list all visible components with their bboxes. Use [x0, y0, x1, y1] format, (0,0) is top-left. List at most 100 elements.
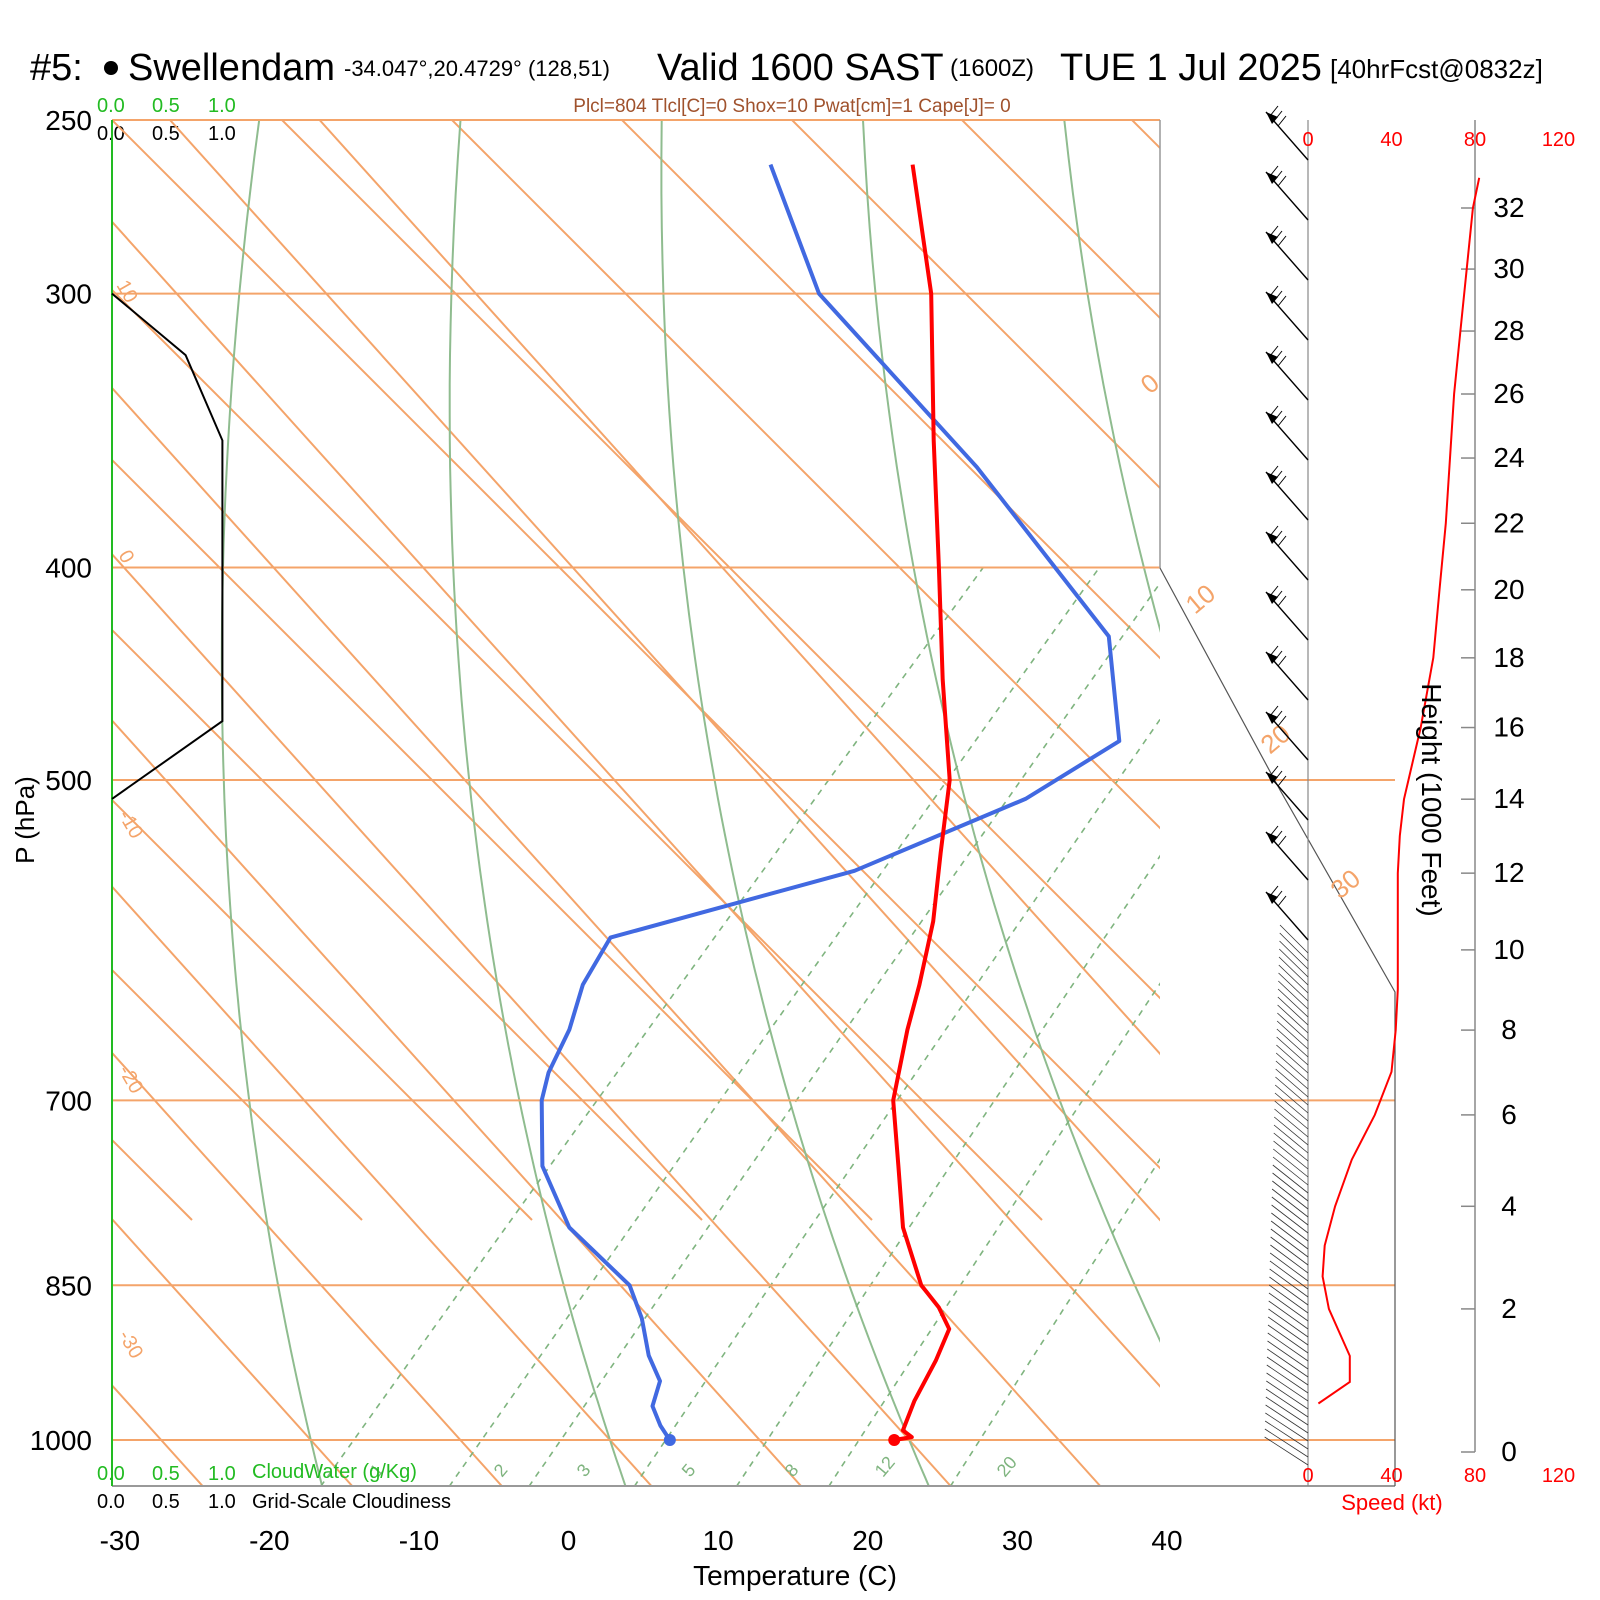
- wind-barb-low: [1264, 1420, 1309, 1450]
- cloudwater-scale-top-1: 0.5: [152, 95, 180, 117]
- wind-barb-feather: [1273, 770, 1283, 782]
- isotherm-label: -20: [114, 1062, 148, 1098]
- cloudwater-scale-bottom-0: 0.0: [97, 1463, 125, 1485]
- wind-barb-flag: [1266, 532, 1278, 544]
- height-tick-label: 26: [1493, 378, 1524, 409]
- pressure-tick-label: 300: [45, 279, 92, 310]
- wind-barb-feather: [1273, 290, 1283, 302]
- wind-barb-feather: [1269, 645, 1279, 657]
- cloudwater-scale-bottom-1: 0.5: [152, 1463, 180, 1485]
- height-tick-label: 32: [1493, 192, 1524, 223]
- wind-barb-low: [1271, 1204, 1309, 1234]
- wind-barb-feather: [1269, 465, 1279, 477]
- wind-barb: [1265, 225, 1309, 281]
- wind-barb-feather: [1269, 105, 1279, 117]
- wind-barb-flag: [1266, 712, 1278, 724]
- height-tick-label: 22: [1493, 507, 1524, 538]
- wind-barb-feather: [1269, 165, 1279, 177]
- height-tick-label: 28: [1493, 315, 1524, 346]
- wind-barb-feather: [1277, 235, 1287, 247]
- isotherm-line: [621, 120, 1160, 660]
- isotherm-line: [112, 552, 952, 1486]
- cloudwater-scale-top-0: 0.0: [97, 95, 125, 117]
- wind-barb-low: [1275, 1052, 1309, 1082]
- wind-barb-low: [1277, 1004, 1309, 1034]
- speed-tick-bottom: 40: [1380, 1465, 1402, 1487]
- wind-barb-feather: [1277, 115, 1287, 127]
- forecast-run: [40hrFcst@0832z]: [1330, 54, 1543, 84]
- wind-barb-flag: [1266, 112, 1278, 124]
- dry-adiabat-line: [220, 120, 324, 1486]
- cloudiness-scale-top-2: 1.0: [208, 123, 236, 145]
- wind-barb-low: [1278, 956, 1309, 986]
- x-tick-label: 10: [703, 1525, 734, 1556]
- wind-barb-feather: [1277, 475, 1287, 487]
- wind-barb-feather: [1269, 525, 1279, 537]
- cloudiness-line: [111, 292, 224, 800]
- wind-barb: [1265, 165, 1309, 221]
- isotherm-label: -10: [114, 807, 148, 843]
- height-tick-label: 30: [1493, 253, 1524, 284]
- wind-barb-flag: [1266, 232, 1278, 244]
- height-tick-label: 10: [1493, 934, 1524, 965]
- wind-barb-low: [1272, 1164, 1309, 1194]
- wind-barb-feather: [1269, 825, 1279, 837]
- wind-barb-low: [1267, 1324, 1309, 1354]
- speed-tick-top: 120: [1542, 129, 1575, 151]
- sounding-profiles: [539, 163, 1122, 1446]
- wind-barb-feather: [1273, 470, 1283, 482]
- pressure-tick-label: 500: [45, 765, 92, 796]
- wind-barb-low: [1271, 1196, 1309, 1226]
- dry-adiabat-line: [861, 120, 1160, 1343]
- height-axis-title: Height (1000 Feet): [1416, 683, 1447, 916]
- wind-barb-low: [1278, 972, 1309, 1002]
- wind-barb-low: [1276, 1020, 1309, 1050]
- cloudwater-scale-bottom-2: 1.0: [208, 1463, 236, 1485]
- mixing-ratio-line: [633, 718, 1160, 1486]
- wind-barb-low: [1271, 1212, 1309, 1242]
- isotherm-label: 0: [114, 547, 139, 568]
- wind-barb-flag: [1266, 172, 1278, 184]
- wind-barb-flag: [1266, 292, 1278, 304]
- wind-barb-low: [1269, 1268, 1309, 1298]
- temperature-surface-point: [888, 1434, 901, 1446]
- wind-barb-feather: [1273, 650, 1283, 662]
- wind-barb: [1265, 645, 1309, 701]
- wind-barb-low: [1268, 1284, 1309, 1314]
- wind-barb-low: [1277, 988, 1309, 1018]
- wind-barb-low: [1272, 1156, 1309, 1186]
- wind-barb-low: [1270, 1220, 1309, 1250]
- isotherm-line: [451, 120, 1160, 830]
- wind-barb-low: [1273, 1132, 1309, 1162]
- mixing-ratio-label: 3: [573, 1460, 595, 1481]
- mixing-ratio-lines: [320, 567, 1160, 1486]
- cloudwater-scale-top-2: 1.0: [208, 95, 236, 117]
- x-tick-label: -20: [249, 1525, 289, 1556]
- temperature-line: [891, 164, 952, 1442]
- wind-barb: [1265, 885, 1309, 941]
- dewpoint-surface-point: [663, 1434, 676, 1446]
- isotherm-line: [112, 220, 1160, 1388]
- wind-barb-feather: [1273, 410, 1283, 422]
- dry-adiabat-line: [448, 120, 627, 1486]
- wind-barb-feather: [1269, 585, 1279, 597]
- wind-barb-low: [1265, 1388, 1309, 1418]
- wind-barb: [1265, 585, 1309, 641]
- height-tick-label: 16: [1493, 712, 1524, 743]
- wind-barb-low: [1268, 1300, 1309, 1330]
- x-tick-label: -10: [399, 1525, 439, 1556]
- height-tick-label: 18: [1493, 642, 1524, 673]
- isotherm-line: [961, 120, 1160, 320]
- height-tick-label: 0: [1501, 1436, 1517, 1467]
- wind-barb-low: [1265, 1404, 1309, 1434]
- height-tick-label: 14: [1493, 783, 1524, 814]
- wind-barb-flag: [1266, 652, 1278, 664]
- station-name: Swellendam: [128, 47, 335, 89]
- wind-barb-low: [1276, 1028, 1309, 1058]
- wind-barb-flag: [1266, 472, 1278, 484]
- wind-barb-low: [1274, 1092, 1309, 1122]
- wind-barb-low: [1275, 1068, 1309, 1098]
- wind-barb: [1265, 465, 1309, 521]
- pressure-tick-label: 850: [45, 1270, 92, 1301]
